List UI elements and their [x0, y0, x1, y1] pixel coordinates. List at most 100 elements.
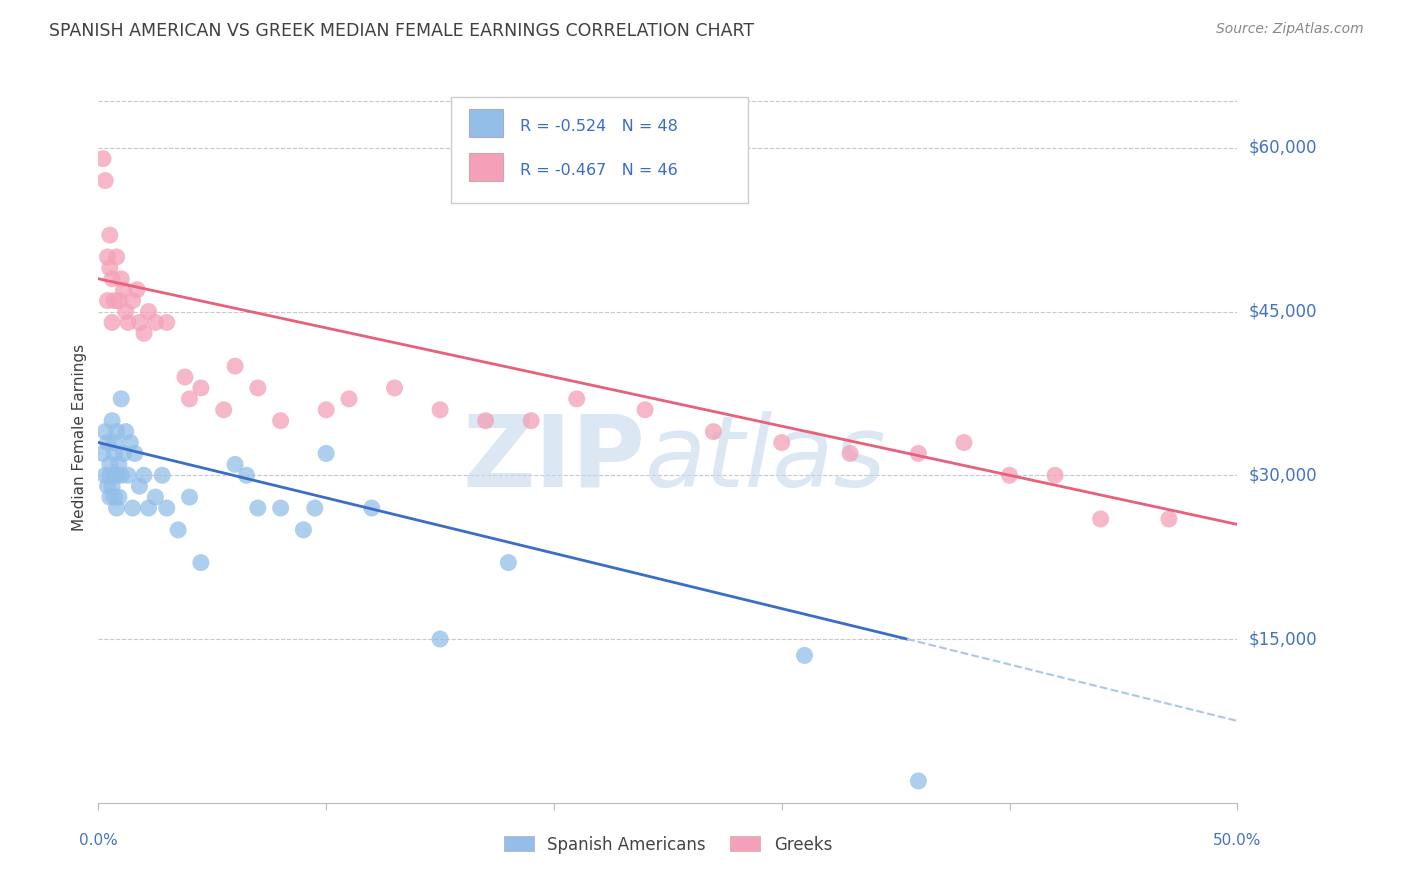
- Text: ZIP: ZIP: [463, 410, 645, 508]
- Point: [145, 315, 167, 329]
- Point: [156, 501, 179, 516]
- Point: [91, 446, 114, 460]
- Point: [793, 648, 815, 663]
- Point: [1157, 512, 1180, 526]
- Point: [337, 392, 360, 406]
- Point: [121, 501, 143, 516]
- Point: [98, 260, 121, 275]
- Point: [96, 435, 118, 450]
- Point: [315, 402, 337, 417]
- Point: [108, 490, 131, 504]
- Point: [98, 468, 121, 483]
- Point: [101, 272, 124, 286]
- Point: [117, 315, 139, 329]
- Point: [304, 501, 326, 516]
- Point: [634, 402, 657, 417]
- Point: [117, 468, 139, 483]
- Point: [94, 425, 117, 439]
- Point: [190, 381, 212, 395]
- Point: [112, 283, 135, 297]
- Point: [101, 479, 124, 493]
- Point: [103, 490, 125, 504]
- Point: [429, 402, 451, 417]
- Point: [224, 458, 246, 472]
- Point: [498, 556, 520, 570]
- Text: 0.0%: 0.0%: [79, 833, 118, 848]
- Text: Source: ZipAtlas.com: Source: ZipAtlas.com: [1216, 22, 1364, 37]
- Point: [953, 435, 976, 450]
- Text: R = -0.524   N = 48: R = -0.524 N = 48: [520, 119, 678, 134]
- Point: [384, 381, 406, 395]
- Point: [101, 414, 124, 428]
- Point: [101, 315, 124, 329]
- Point: [110, 468, 132, 483]
- FancyBboxPatch shape: [451, 97, 748, 203]
- Point: [292, 523, 315, 537]
- Point: [127, 283, 149, 297]
- Point: [145, 490, 167, 504]
- Point: [128, 479, 150, 493]
- Text: 50.0%: 50.0%: [1213, 833, 1261, 848]
- Point: [246, 381, 269, 395]
- Text: SPANISH AMERICAN VS GREEK MEDIAN FEMALE EARNINGS CORRELATION CHART: SPANISH AMERICAN VS GREEK MEDIAN FEMALE …: [49, 22, 755, 40]
- Point: [128, 315, 150, 329]
- Point: [112, 446, 135, 460]
- Point: [212, 402, 235, 417]
- Point: [114, 425, 136, 439]
- Point: [105, 501, 128, 516]
- Point: [110, 392, 132, 406]
- Point: [270, 501, 292, 516]
- Point: [520, 414, 543, 428]
- Text: $60,000: $60,000: [1249, 139, 1317, 157]
- Point: [103, 293, 125, 308]
- Point: [132, 468, 155, 483]
- Point: [907, 774, 929, 789]
- Point: [270, 414, 292, 428]
- Point: [103, 468, 125, 483]
- Point: [174, 370, 197, 384]
- Point: [190, 556, 212, 570]
- Point: [907, 446, 929, 460]
- Point: [1090, 512, 1112, 526]
- Point: [94, 173, 117, 187]
- Point: [110, 272, 132, 286]
- Point: [998, 468, 1021, 483]
- Point: [702, 425, 724, 439]
- Point: [96, 250, 118, 264]
- Text: $15,000: $15,000: [1249, 630, 1317, 648]
- Point: [114, 304, 136, 318]
- Point: [138, 501, 160, 516]
- Y-axis label: Median Female Earnings: Median Female Earnings: [72, 343, 87, 531]
- Text: atlas: atlas: [645, 410, 887, 508]
- Point: [98, 458, 121, 472]
- Point: [132, 326, 155, 341]
- Point: [246, 501, 269, 516]
- Point: [121, 293, 143, 308]
- Point: [96, 479, 118, 493]
- Point: [315, 446, 337, 460]
- Text: $45,000: $45,000: [1249, 302, 1317, 320]
- Point: [98, 228, 121, 243]
- Point: [103, 435, 125, 450]
- Point: [179, 392, 201, 406]
- Point: [103, 446, 125, 460]
- FancyBboxPatch shape: [468, 153, 503, 181]
- Point: [124, 446, 146, 460]
- Point: [91, 152, 114, 166]
- Point: [565, 392, 588, 406]
- Point: [96, 293, 118, 308]
- Point: [474, 414, 496, 428]
- Point: [138, 304, 160, 318]
- Point: [429, 632, 451, 646]
- Point: [108, 458, 131, 472]
- Point: [179, 490, 201, 504]
- Point: [839, 446, 862, 460]
- Point: [235, 468, 257, 483]
- Point: [105, 425, 128, 439]
- Text: R = -0.467   N = 46: R = -0.467 N = 46: [520, 162, 678, 178]
- Point: [770, 435, 793, 450]
- Point: [98, 490, 121, 504]
- FancyBboxPatch shape: [468, 109, 503, 137]
- Point: [120, 435, 142, 450]
- Point: [94, 468, 117, 483]
